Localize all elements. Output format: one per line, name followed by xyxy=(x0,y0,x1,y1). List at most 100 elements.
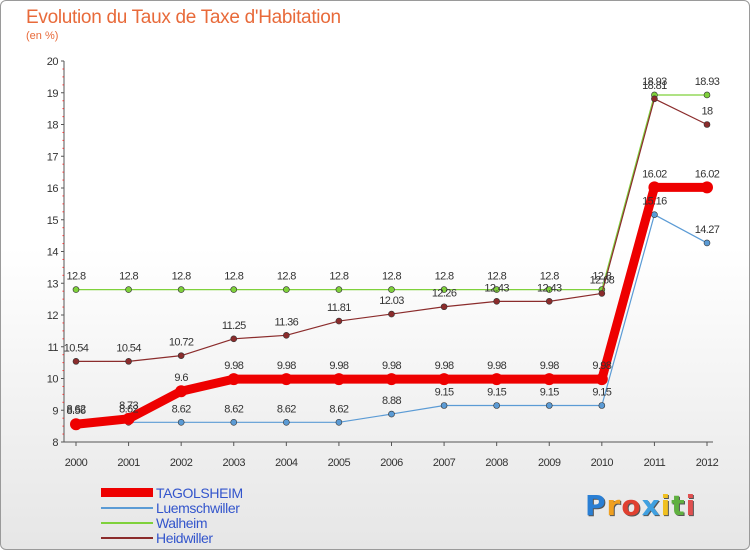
data-point xyxy=(493,402,500,409)
legend-item: TAGOLSHEIM xyxy=(101,485,243,501)
data-label: 8.62 xyxy=(329,403,348,415)
x-tick-label: 2001 xyxy=(117,457,140,469)
data-label: 9.15 xyxy=(435,386,454,398)
x-tick-label: 2002 xyxy=(170,457,193,469)
data-point xyxy=(280,373,293,386)
series-line-heidwiller xyxy=(75,98,708,362)
data-label: 12.03 xyxy=(379,295,404,307)
legend-label: Luemschwiller xyxy=(156,499,240,516)
data-point xyxy=(177,352,185,359)
x-tick-label: 2012 xyxy=(696,457,719,469)
data-point xyxy=(230,419,238,426)
logo-letter: P xyxy=(585,489,607,522)
data-label: 12.8 xyxy=(435,271,454,283)
legend-item: Walheim xyxy=(101,514,243,531)
series-line-walheim xyxy=(75,94,708,291)
data-point xyxy=(703,239,711,247)
data-label: 9.15 xyxy=(487,386,506,398)
data-point xyxy=(72,358,80,365)
data-label: 12.8 xyxy=(277,271,296,283)
data-point xyxy=(545,402,553,409)
data-point xyxy=(493,298,500,305)
data-label: 12.8 xyxy=(224,271,243,283)
data-point xyxy=(283,419,290,426)
data-point xyxy=(332,373,345,386)
data-label: 8.62 xyxy=(119,403,138,415)
y-tick-label: 17 xyxy=(47,151,59,163)
data-label: 9.15 xyxy=(592,386,611,398)
data-label: 9.98 xyxy=(487,360,506,372)
legend-item: Heidwiller xyxy=(101,530,243,546)
data-label: 12.43 xyxy=(537,282,562,294)
data-label: 9.98 xyxy=(224,360,243,372)
data-label: 12.43 xyxy=(484,282,509,294)
data-label: 8.88 xyxy=(382,395,401,407)
data-point xyxy=(175,385,188,398)
data-point xyxy=(227,373,240,386)
y-tick-label: 12 xyxy=(47,310,59,322)
data-label: 9.15 xyxy=(540,386,559,398)
data-label: 8.62 xyxy=(172,403,191,415)
data-label: 9.98 xyxy=(277,360,296,372)
data-label: 18.81 xyxy=(642,80,667,92)
data-point xyxy=(651,211,658,218)
data-point xyxy=(440,402,448,409)
data-label: 18 xyxy=(701,106,713,118)
data-point xyxy=(545,286,553,293)
y-tick-label: 19 xyxy=(47,88,59,100)
data-point xyxy=(595,373,608,386)
data-label: 9.98 xyxy=(592,360,611,372)
data-point xyxy=(388,286,395,293)
data-label: 9.98 xyxy=(382,360,401,372)
data-label: 14.27 xyxy=(695,224,720,236)
logo-letter: i xyxy=(660,489,672,522)
data-label: 12.8 xyxy=(487,271,506,283)
y-tick-label: 9 xyxy=(52,405,58,417)
y-tick-label: 20 xyxy=(47,56,59,68)
data-point xyxy=(125,286,132,293)
data-point xyxy=(230,286,238,293)
legend-swatch xyxy=(101,506,153,509)
x-tick-label: 2007 xyxy=(433,457,456,469)
data-label: 9.98 xyxy=(540,360,559,372)
y-tick-label: 10 xyxy=(47,374,59,386)
data-label: 12.8 xyxy=(592,271,611,283)
data-label: 8.56 xyxy=(66,405,85,417)
logo-letter: i xyxy=(685,489,697,522)
data-point xyxy=(440,286,448,293)
y-tick-label: 14 xyxy=(47,247,59,259)
data-label: 15.16 xyxy=(642,196,667,208)
data-label: 12.68 xyxy=(590,274,615,286)
data-label: 16.02 xyxy=(695,168,720,180)
data-label: 10.54 xyxy=(116,342,141,354)
legend: TAGOLSHEIM Luemschwiller Walheim Heidwiller xyxy=(101,485,243,546)
data-label: 18.93 xyxy=(695,76,720,88)
logo-letter: o xyxy=(621,489,642,522)
data-point xyxy=(335,317,343,325)
x-tick-label: 2008 xyxy=(485,457,508,469)
data-point xyxy=(230,335,238,343)
data-label: 12.8 xyxy=(66,271,85,283)
data-label: 8.73 xyxy=(119,400,138,412)
data-point xyxy=(70,418,82,431)
x-tick-label: 2011 xyxy=(644,457,666,469)
data-point xyxy=(388,310,395,318)
y-tick-label: 8 xyxy=(52,437,58,449)
data-label: 11.25 xyxy=(222,320,246,332)
data-label: 12.26 xyxy=(432,288,457,300)
data-point xyxy=(335,419,343,426)
data-label: 12.8 xyxy=(540,271,559,283)
data-label: 10.72 xyxy=(169,337,194,349)
data-point xyxy=(490,373,503,386)
proxiti-logo: Proxiti xyxy=(585,489,696,522)
data-point xyxy=(545,298,553,305)
data-label: 18.93 xyxy=(642,76,667,88)
x-tick-label: 2004 xyxy=(275,457,298,469)
data-point xyxy=(438,373,451,386)
legend-label: Walheim xyxy=(156,514,208,531)
data-point xyxy=(385,373,398,386)
legend-swatch xyxy=(101,521,153,524)
data-label: 11.36 xyxy=(274,316,298,328)
y-tick-label: 15 xyxy=(47,215,59,227)
data-point xyxy=(125,358,132,365)
